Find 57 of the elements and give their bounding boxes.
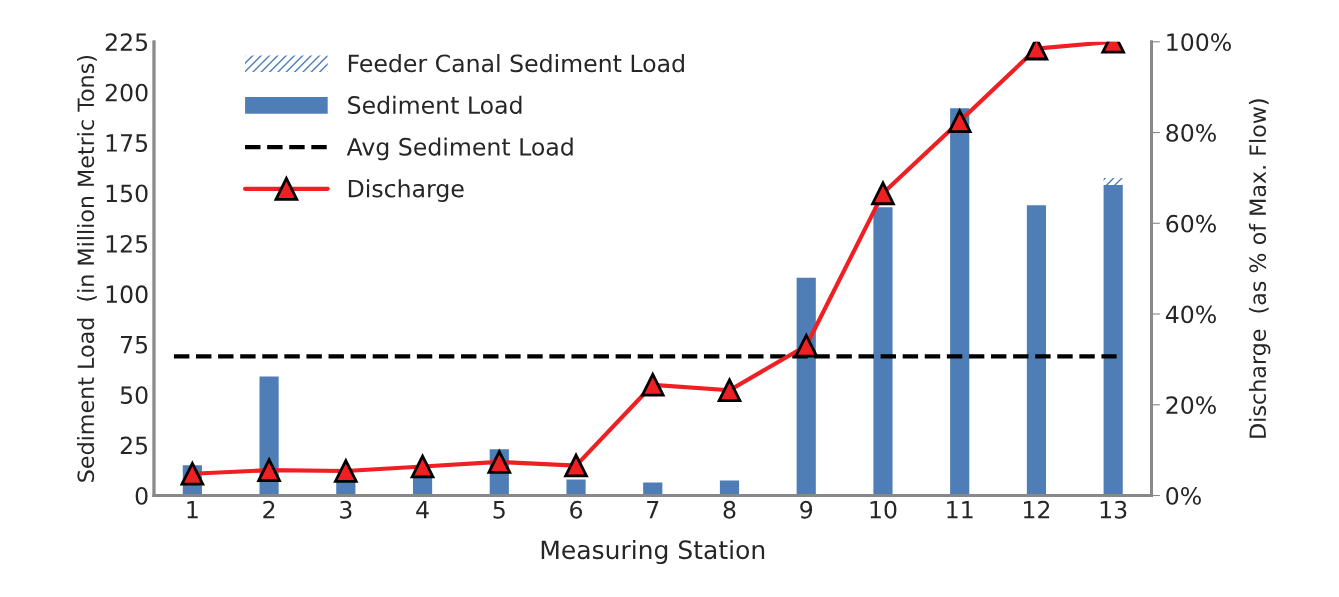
- point: [180, 461, 205, 486]
- x-tick-label: 7: [647, 501, 659, 519]
- bar: [643, 482, 663, 496]
- y2-tick-label: 20%: [1166, 396, 1216, 415]
- y2-tick-label: 100%: [1167, 33, 1231, 52]
- x-tick-label: 6: [570, 500, 583, 519]
- legend-label: Avg Sediment Load: [346, 137, 573, 161]
- x-axis-title: Measuring Station: [541, 539, 765, 565]
- y-tick-label: 50: [120, 386, 148, 404]
- legend-label: Discharge: [348, 179, 464, 203]
- x-tick-label: 13: [1100, 500, 1127, 519]
- point: [717, 378, 742, 403]
- x-tick-label: 12: [1024, 500, 1050, 519]
- point: [334, 459, 358, 483]
- point: [1024, 41, 1049, 61]
- point: [794, 333, 819, 358]
- y2-axis-title: Discharge (as % of Max. Flow): [1248, 99, 1271, 438]
- y2-tick-label: 40%: [1165, 305, 1216, 324]
- x-tick-label: 5: [493, 501, 505, 519]
- y2-tick-label: 0%: [1166, 486, 1201, 505]
- y-tick-label: 225: [105, 33, 148, 52]
- x-tick-label: 9: [800, 500, 813, 519]
- y-tick-label: 75: [121, 336, 148, 354]
- bar: [1026, 205, 1047, 496]
- y-tick-label: 100: [106, 285, 148, 304]
- point: [564, 453, 588, 478]
- x-tick-label: 10: [870, 500, 897, 519]
- point: [487, 450, 512, 474]
- point: [871, 181, 895, 206]
- point: [640, 373, 665, 397]
- bar: [796, 277, 816, 496]
- bar: [950, 108, 970, 496]
- legend-label: Sediment Load: [348, 95, 522, 114]
- y2-tick-label: 60%: [1166, 214, 1216, 233]
- y-tick-label: 150: [106, 184, 148, 203]
- x-tick-label: 8: [723, 500, 736, 519]
- x-tick-label: 11: [947, 501, 973, 519]
- x-tick-label: 3: [340, 500, 352, 519]
- legend-label: Feeder Canal Sediment Load: [348, 53, 684, 73]
- bar: [873, 207, 893, 496]
- x-tick-label: 2: [263, 500, 275, 519]
- point: [947, 109, 972, 133]
- point: [257, 458, 281, 482]
- y-tick-label: 125: [106, 234, 148, 253]
- point: [410, 454, 435, 479]
- y-tick-label: 0: [135, 486, 148, 505]
- bar: [566, 479, 586, 496]
- x-tick-label: 4: [416, 501, 429, 519]
- y-tick-label: 175: [106, 134, 148, 152]
- y2-tick-label: 80%: [1166, 123, 1216, 142]
- y-tick-label: 200: [105, 83, 148, 102]
- bar: [1103, 184, 1123, 496]
- bar: [1103, 177, 1123, 185]
- bar: [719, 480, 740, 496]
- x-tick-label: 1: [187, 501, 198, 519]
- y-axis-title: Sediment Load (in Million Metric Tons): [76, 55, 97, 482]
- y-tick-label: 25: [120, 436, 148, 455]
